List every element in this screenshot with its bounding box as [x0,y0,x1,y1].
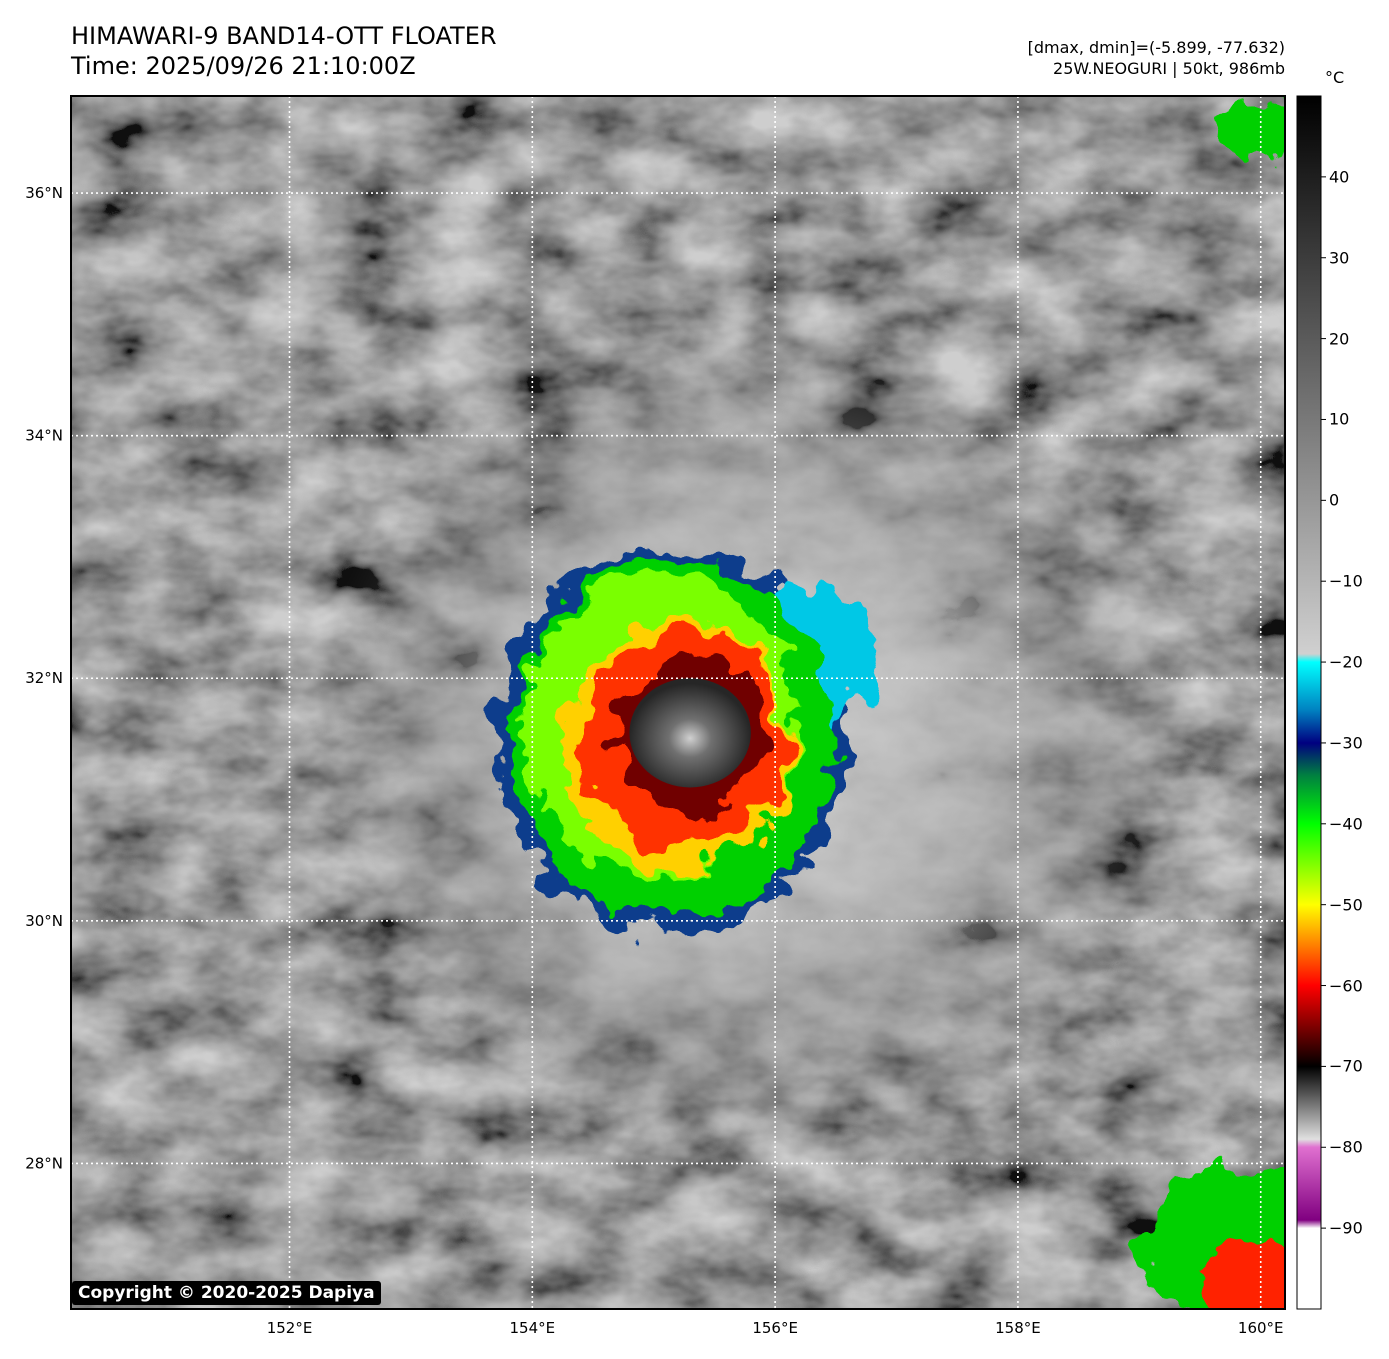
lon-tick-label: 154°E [510,1319,556,1337]
copyright-label: Copyright © 2020-2025 Dapiya [72,1281,381,1305]
storm-cloud-shield [313,102,1285,1309]
lat-tick-label: 28°N [25,1154,63,1172]
colorbar-tick-label: 30 [1329,248,1350,268]
colorbar-tick-label: 20 [1329,329,1350,349]
colorbar-tick-label: −50 [1329,895,1363,915]
time-label: Time: 2025/09/26 21:10:00Z [71,52,416,80]
dmax-dmin-label: [dmax, dmin]=(-5.899, -77.632) [1027,38,1285,57]
storm-info-label: 25W.NEOGURI | 50kt, 986mb [1053,59,1285,78]
colorbar-tick-label: −70 [1329,1056,1363,1076]
colorbar-tick-label: −80 [1329,1137,1363,1157]
colorbar-tick-label: −90 [1329,1218,1363,1238]
lat-tick-label: 36°N [25,184,63,202]
chart-title: HIMAWARI-9 BAND14-OTT FLOATER [71,22,497,50]
colorbar-tick-label: −20 [1329,652,1363,672]
colorbar [1296,95,1322,1310]
lat-tick-label: 34°N [25,427,63,445]
edge-convection [1200,1242,1285,1309]
edge-convection [1218,102,1285,163]
lat-tick-label: 30°N [25,912,63,930]
lon-tick-label: 156°E [752,1319,798,1337]
axis-labels: 152°E 154°E 156°E 158°E 160°E 28°N 30°N 32°N 34°… [25,184,1283,1337]
colorbar-tick-label: −60 [1329,976,1363,996]
lat-tick-label: 32°N [25,669,63,687]
lon-tick-label: 160°E [1238,1319,1284,1337]
storm-eye [629,678,751,788]
colorbar-tick-label: −30 [1329,733,1363,753]
colorbar-tick-label: −10 [1329,571,1363,591]
lon-tick-label: 152°E [267,1319,313,1337]
colorbar-tick-label: 10 [1329,409,1350,429]
map-frame [70,95,1286,1310]
graticule [71,96,1285,1309]
colorbar-tick-label: 0 [1329,490,1340,510]
colorbar-unit-label: °C [1325,68,1345,87]
lon-tick-label: 158°E [995,1319,1041,1337]
colorbar-tick-label: −40 [1329,814,1363,834]
colorbar-tick-label: 40 [1329,167,1350,187]
